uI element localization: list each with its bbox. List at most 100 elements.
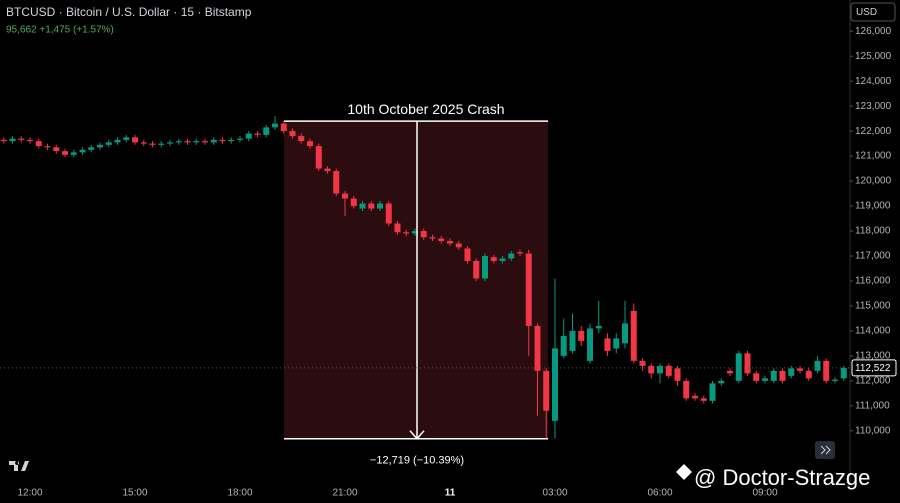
candle-body	[499, 258, 506, 261]
candle-body	[254, 133, 261, 135]
candle-body	[377, 203, 383, 209]
x-tick-label: 21:00	[332, 488, 357, 499]
currency-button[interactable]	[850, 2, 896, 22]
candle-body	[114, 139, 121, 143]
y-tick-label: 126,000	[855, 26, 892, 37]
candle-body	[447, 241, 453, 244]
last-price-label: 112,522	[855, 363, 891, 374]
candle-body	[560, 335, 567, 356]
candle-body	[814, 360, 821, 371]
candle-body	[788, 368, 795, 376]
candle-body	[280, 123, 287, 132]
candle-body	[587, 328, 593, 361]
candle-body	[840, 367, 847, 379]
candle-body	[779, 370, 786, 381]
candle-body	[9, 138, 16, 142]
y-tick-label: 115,000	[855, 301, 891, 312]
y-tick-label: 110,000	[855, 425, 891, 436]
candle-body	[140, 142, 147, 144]
candle-body	[342, 193, 348, 199]
y-tick-label: 117,000	[855, 251, 891, 262]
candle-body	[289, 131, 296, 137]
candle-body	[630, 310, 637, 361]
candle-body	[482, 255, 488, 279]
last-price-box	[851, 359, 897, 377]
candle-body	[53, 147, 60, 152]
candle-body	[718, 380, 725, 384]
candle-body	[298, 136, 305, 142]
candle-body	[97, 144, 103, 148]
candle-body	[525, 253, 532, 326]
candle-body	[455, 243, 462, 248]
candle-body	[735, 353, 742, 381]
candle-body	[193, 141, 200, 143]
candle-body	[307, 141, 313, 147]
watermark: @ Doctor-Strazge	[694, 465, 870, 490]
candle-body	[832, 379, 838, 381]
candle-body	[534, 325, 541, 371]
candle-body	[473, 260, 480, 279]
candle-body	[412, 231, 418, 234]
candle-body	[770, 370, 777, 381]
y-tick-label: 118,000	[855, 226, 891, 237]
y-tick-label: 113,000	[855, 351, 891, 362]
candle-body	[132, 137, 138, 143]
y-tick-label: 120,000	[855, 176, 892, 187]
candle-body	[657, 365, 663, 374]
candle-body	[324, 168, 331, 172]
candle-body	[263, 127, 270, 135]
candle-body	[604, 338, 611, 351]
candle-body	[762, 378, 768, 381]
candle-body	[552, 348, 558, 421]
y-tick-label: 125,000	[855, 51, 892, 62]
watermark-icon	[676, 464, 692, 480]
candle-body	[595, 325, 602, 329]
candle-body	[613, 338, 620, 349]
candle-body	[272, 123, 278, 128]
candle-body	[692, 395, 698, 399]
candle-body	[175, 141, 182, 143]
candle-body	[403, 232, 410, 234]
candle-body	[543, 370, 550, 411]
y-tick-label: 119,000	[855, 201, 891, 212]
x-tick-label: 18:00	[227, 488, 252, 499]
candle-body	[683, 380, 690, 399]
chart-title: BTCUSD · Bitcoin / U.S. Dollar · 15 · Bi…	[6, 5, 252, 19]
candle-body	[674, 368, 681, 381]
y-tick-label: 124,000	[855, 76, 892, 87]
candle-body	[508, 253, 515, 259]
candle-body	[237, 138, 243, 140]
candle-body	[420, 231, 427, 238]
y-tick-label: 116,000	[855, 276, 891, 287]
candle-body	[438, 238, 445, 241]
candle-body	[622, 323, 628, 344]
candle-body	[517, 252, 523, 254]
price-change: 95,662 +1,475 (+1.57%)	[6, 25, 114, 36]
candle-body	[805, 370, 812, 379]
candle-body	[210, 139, 217, 143]
crash-range	[284, 121, 548, 439]
candle-body	[184, 141, 191, 143]
candle-body	[202, 141, 208, 143]
currency[interactable]: USD	[856, 7, 877, 18]
candle-body	[490, 257, 497, 261]
candle-body	[385, 203, 392, 224]
x-tick-label: 06:00	[647, 488, 672, 499]
annotation-label: −12,719 (−10.39%)	[370, 455, 464, 467]
y-tick-label: 111,000	[855, 400, 890, 411]
candle-body	[88, 147, 95, 150]
candle-body	[219, 139, 226, 142]
y-tick-label: 123,000	[855, 101, 892, 112]
y-tick-label: 112,000	[855, 375, 891, 386]
logo	[9, 461, 29, 471]
candle-body	[744, 353, 751, 374]
candle-body	[350, 198, 357, 207]
candle-body	[700, 398, 707, 401]
y-tick-label: 122,000	[855, 126, 892, 137]
candle-body	[665, 365, 672, 376]
candle-body	[823, 360, 830, 381]
arrow-head	[409, 430, 425, 440]
candle-body	[464, 248, 471, 261]
